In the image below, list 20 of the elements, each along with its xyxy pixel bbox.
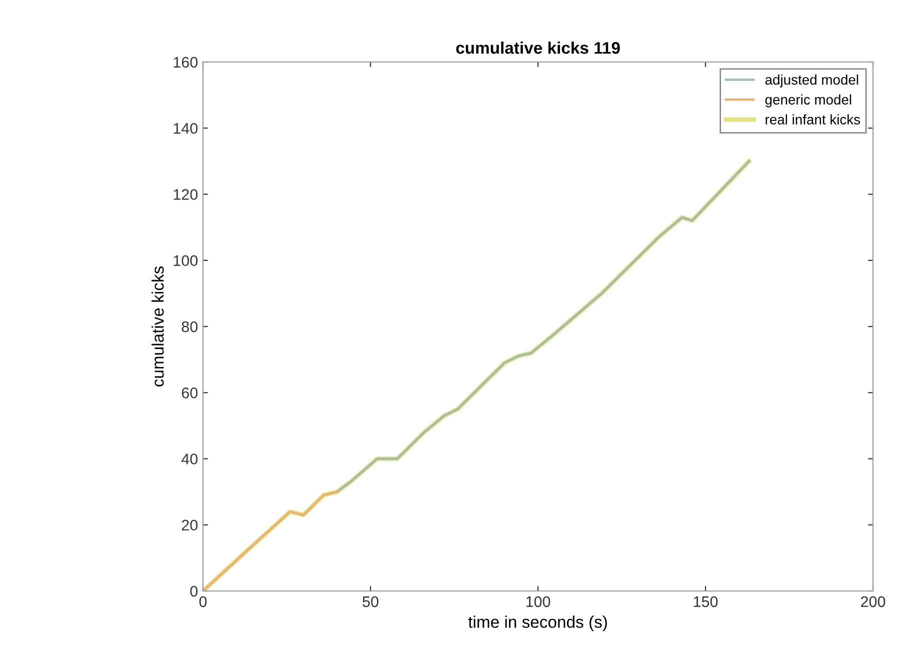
y-tick-label: 140 <box>174 122 198 134</box>
legend-label: adjusted model <box>765 74 858 88</box>
y-tick-label: 40 <box>182 454 198 464</box>
y-tick-label: 60 <box>182 387 198 398</box>
y-tick-label: 0 <box>190 586 198 597</box>
x-tick-label: 0 <box>199 596 207 608</box>
x-tick-label: 150 <box>694 596 718 608</box>
chart-title: cumulative kicks 119 <box>456 42 620 54</box>
y-axis-title: cumulative kicks <box>152 266 164 386</box>
y-tick-label: 120 <box>174 189 198 200</box>
y-tick-label: 100 <box>174 255 198 266</box>
y-tick-label: 20 <box>182 520 198 531</box>
x-tick-label: 200 <box>861 596 886 608</box>
y-tick-label: 160 <box>174 56 198 68</box>
legend-label: generic model <box>765 94 852 108</box>
y-tick-label: 80 <box>182 321 198 332</box>
x-tick-label: 100 <box>526 596 550 608</box>
x-tick-label: 50 <box>362 596 378 608</box>
legend-label: real infant kicks <box>766 114 860 124</box>
x-axis-title: time in seconds (s) <box>468 616 607 632</box>
